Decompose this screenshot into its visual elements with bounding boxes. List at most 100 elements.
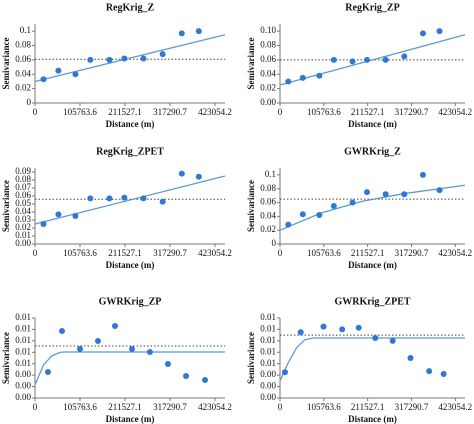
x-tick-label: 105763.6 — [307, 107, 341, 117]
y-tick-label: 0.01 — [15, 323, 31, 333]
data-point — [426, 368, 433, 375]
y-tick-label: 0.04 — [260, 68, 276, 78]
data-point — [195, 173, 202, 180]
data-point — [178, 170, 185, 177]
y-tick-label: 0 — [272, 238, 277, 248]
data-point — [94, 337, 101, 344]
y-tick-label: 0.01 — [260, 335, 276, 345]
y-tick-label: 0.03 — [15, 214, 31, 224]
y-tick-label: 0.06 — [15, 54, 31, 64]
y-tick-label: 0.01 — [260, 312, 276, 322]
y-tick-label: 0.05 — [15, 198, 31, 208]
y-axis-title: Semivariance — [246, 180, 256, 232]
data-point — [140, 195, 147, 202]
y-tick-label: 0.02 — [260, 83, 276, 93]
x-axis-title: Distance (m) — [106, 414, 155, 424]
data-point — [355, 324, 362, 331]
data-point — [372, 335, 379, 341]
y-tick-label: 0 — [27, 97, 32, 107]
data-point — [419, 171, 426, 178]
y-tick-label: 0.08 — [15, 174, 31, 184]
fit-line — [279, 34, 466, 86]
y-tick-label: 0.04 — [15, 68, 31, 78]
y-tick-label: 0.02 — [15, 83, 31, 93]
data-point — [72, 213, 79, 219]
data-point — [320, 323, 327, 330]
x-axis-title: Distance (m) — [106, 260, 155, 270]
x-axis-title: Distance (m) — [348, 260, 397, 270]
y-tick-label: 0.10 — [260, 25, 276, 35]
data-point — [299, 211, 306, 218]
y-tick-label: 0.1 — [265, 169, 276, 179]
y-tick-label: 0.02 — [15, 222, 31, 232]
chart-title: GWRKrig_Z — [344, 146, 401, 157]
y-tick-label: 0.00 — [260, 97, 276, 107]
data-point — [202, 377, 208, 383]
data-point — [382, 191, 389, 198]
y-tick-label: 0.00 — [15, 369, 31, 379]
x-tick-label: 423054.2 — [198, 248, 232, 258]
data-point — [87, 56, 94, 63]
data-point — [364, 56, 371, 63]
data-point — [297, 329, 304, 336]
fit-line — [34, 175, 226, 225]
data-point — [407, 355, 414, 361]
data-point — [349, 58, 356, 65]
x-tick-label: 211527.1 — [351, 107, 384, 117]
fit-line — [279, 337, 465, 382]
y-tick-label: 0.04 — [260, 210, 276, 220]
x-tick-label: 105763.6 — [63, 248, 97, 258]
data-point — [330, 203, 337, 209]
fit-line — [34, 351, 225, 386]
data-point — [40, 76, 47, 83]
x-tick-label: 211527.1 — [351, 248, 384, 258]
x-tick-label: 105763.6 — [307, 402, 341, 412]
x-tick-label: 0 — [278, 107, 283, 117]
y-tick-label: 0.08 — [260, 40, 276, 50]
y-tick-label: 0.00 — [260, 381, 276, 391]
x-tick-label: 423054.2 — [438, 107, 472, 117]
x-tick-label: 0 — [278, 248, 283, 258]
chart-title: RegKrig_ZP — [345, 2, 399, 13]
y-tick-label: 0.01 — [15, 335, 31, 345]
data-point — [195, 28, 202, 35]
x-tick-label: 317290.7 — [395, 107, 429, 117]
y-tick-label: 0.06 — [260, 54, 276, 64]
x-tick-label: 105763.6 — [63, 402, 97, 412]
x-tick-label: 211527.1 — [351, 402, 384, 412]
y-tick-label: 0.01 — [260, 358, 276, 368]
x-tick-label: 0 — [33, 248, 38, 258]
data-point — [106, 195, 113, 202]
x-tick-label: 423054.2 — [438, 248, 472, 258]
x-tick-label: 317290.7 — [395, 248, 429, 258]
y-tick-label: 0.00 — [260, 369, 276, 379]
data-point — [436, 187, 443, 194]
x-tick-label: 317290.7 — [153, 402, 187, 412]
data-point — [72, 71, 79, 78]
data-point — [183, 373, 190, 379]
x-tick-label: 0 — [278, 402, 283, 412]
x-axis-title: Distance (m) — [106, 119, 155, 129]
y-tick-label: 0.01 — [260, 323, 276, 333]
data-point — [401, 53, 408, 60]
data-point — [330, 56, 337, 63]
y-tick-label: 0.04 — [15, 206, 31, 216]
x-tick-label: 211527.1 — [108, 402, 141, 412]
x-tick-label: 0 — [33, 402, 38, 412]
data-point — [77, 345, 84, 352]
y-axis-title: Semivariance — [1, 38, 11, 90]
data-point — [121, 194, 128, 201]
y-tick-label: 0.06 — [260, 197, 276, 207]
data-point — [178, 30, 185, 37]
data-point — [316, 72, 323, 79]
x-tick-label: 317290.7 — [395, 402, 429, 412]
y-tick-label: 0.01 — [260, 346, 276, 356]
data-point — [106, 56, 113, 63]
x-tick-label: 105763.6 — [63, 107, 97, 117]
data-point — [382, 56, 389, 63]
data-point — [159, 51, 166, 58]
y-tick-label: 0.01 — [15, 346, 31, 356]
y-tick-label: 0.07 — [15, 182, 31, 192]
x-tick-label: 317290.7 — [153, 248, 187, 258]
data-point — [316, 211, 323, 218]
